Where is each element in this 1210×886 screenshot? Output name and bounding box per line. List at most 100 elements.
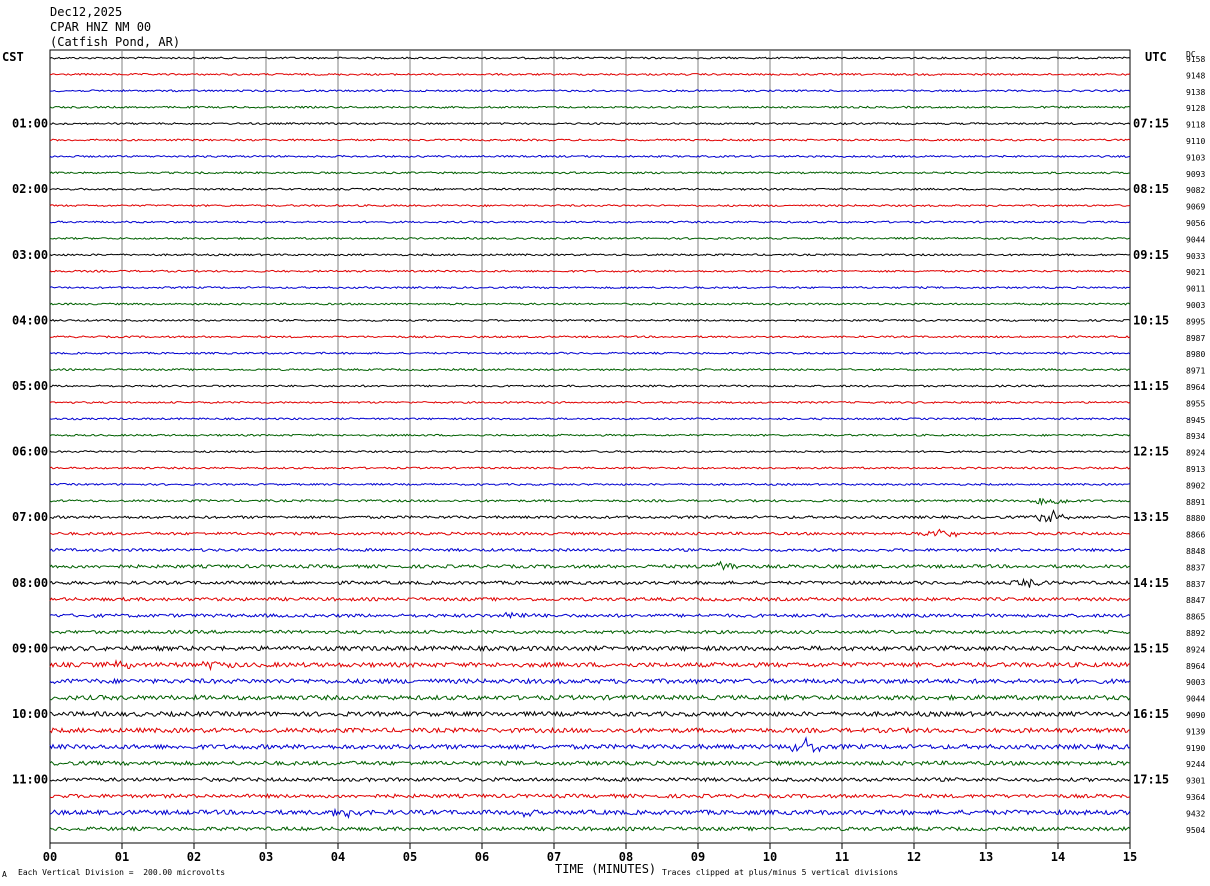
trace-line xyxy=(49,368,1130,372)
dc-offset-label: 8995 xyxy=(1186,317,1205,326)
dc-offset-label: 8865 xyxy=(1186,613,1205,622)
trace-line xyxy=(49,384,1131,388)
dc-offset-label: 8980 xyxy=(1186,350,1205,359)
trace-line xyxy=(49,497,1131,507)
right-time-label: 09:15 xyxy=(1133,248,1169,262)
dc-offset-label: 8955 xyxy=(1186,399,1205,408)
x-tick-label: 12 xyxy=(907,850,921,864)
x-tick-label: 04 xyxy=(331,850,345,864)
trace-line xyxy=(49,105,1131,109)
trace-line xyxy=(49,466,1131,470)
left-time-label: 08:00 xyxy=(12,576,48,590)
dc-offset-label: 8866 xyxy=(1186,531,1205,540)
trace-line xyxy=(49,509,1131,523)
corner-mark: A xyxy=(2,870,7,879)
x-tick-label: 03 xyxy=(259,850,273,864)
right-time-label: 15:15 xyxy=(1133,641,1169,655)
x-tick-label: 02 xyxy=(187,850,201,864)
trace-line xyxy=(49,736,1131,754)
left-timezone-label: CST xyxy=(2,50,24,64)
left-time-label: 07:00 xyxy=(12,510,48,524)
dc-offset-label: 9110 xyxy=(1186,137,1205,146)
x-tick-label: 14 xyxy=(1051,850,1065,864)
left-time-label: 04:00 xyxy=(12,313,48,327)
trace-line xyxy=(49,253,1131,257)
dc-offset-label: 9044 xyxy=(1186,695,1205,704)
dc-offset-label: 9103 xyxy=(1186,153,1205,162)
trace-line xyxy=(49,187,1131,191)
trace-line xyxy=(49,710,1131,718)
left-time-label: 02:00 xyxy=(12,182,48,196)
trace-line xyxy=(49,236,1131,241)
trace-line xyxy=(50,89,1131,93)
x-tick-label: 00 xyxy=(43,850,57,864)
x-tick-label: 11 xyxy=(835,850,849,864)
trace-line xyxy=(49,482,1131,487)
trace-line xyxy=(49,351,1131,355)
dc-offset-label: 8880 xyxy=(1186,514,1205,523)
dc-offset-label: 8902 xyxy=(1186,481,1205,490)
plot-frame xyxy=(49,49,1131,844)
dc-offset-label: 9056 xyxy=(1186,219,1205,228)
trace-line xyxy=(49,560,1131,571)
trace-line xyxy=(49,122,1131,126)
trace-line xyxy=(49,596,1131,602)
scale-note: Each Vertical Division = 200.00 microvol… xyxy=(18,868,226,877)
trace-line xyxy=(49,611,1131,620)
right-time-label: 17:15 xyxy=(1133,773,1169,787)
trace-line xyxy=(49,220,1131,224)
x-tick-label: 05 xyxy=(403,850,417,864)
dc-offset-label: 9139 xyxy=(1186,727,1205,736)
dc-offset-label: 8945 xyxy=(1186,416,1205,425)
trace-line xyxy=(49,269,1131,273)
dc-offset-label: 9033 xyxy=(1186,252,1205,261)
x-tick-label: 10 xyxy=(763,850,777,864)
trace-line xyxy=(49,629,1131,635)
dc-offset-label: 8848 xyxy=(1186,547,1205,556)
trace-line xyxy=(49,204,1131,208)
dc-offset-label: 9003 xyxy=(1186,678,1205,687)
dc-offset-label: 9021 xyxy=(1186,268,1205,277)
right-time-label: 11:15 xyxy=(1133,379,1169,393)
left-time-label: 01:00 xyxy=(12,117,48,131)
trace-line xyxy=(49,56,1131,60)
x-axis-title: TIME (MINUTES) xyxy=(555,862,657,876)
station-location: (Catfish Pond, AR) xyxy=(50,35,181,49)
dc-offset-label: 9364 xyxy=(1186,793,1205,802)
x-tick-label: 09 xyxy=(691,850,705,864)
left-time-label: 03:00 xyxy=(12,248,48,262)
trace-line xyxy=(49,138,1131,142)
dc-offset-label: 8913 xyxy=(1186,465,1205,474)
right-time-label: 13:15 xyxy=(1133,510,1169,524)
dc-offset-label: 8892 xyxy=(1186,629,1205,638)
clip-note: Traces clipped at plus/minus 5 vertical … xyxy=(662,868,899,877)
trace-line xyxy=(49,335,1131,339)
dc-offset-label: 9128 xyxy=(1186,104,1205,113)
trace-line xyxy=(49,693,1131,702)
station-code: CPAR HNZ NM 00 xyxy=(50,20,152,34)
dc-offset-label: 8971 xyxy=(1186,367,1205,376)
trace-line xyxy=(49,302,1131,306)
trace-line xyxy=(49,759,1131,767)
dc-offset-label: 8964 xyxy=(1186,383,1205,392)
trace-line xyxy=(49,793,1131,800)
dc-offset-label: 9082 xyxy=(1186,186,1205,195)
dc-offset-label: 9118 xyxy=(1186,121,1205,130)
trace-line xyxy=(49,528,1131,538)
x-tick-label: 07 xyxy=(547,850,561,864)
x-tick-label: 08 xyxy=(619,850,633,864)
right-timezone-label: UTC xyxy=(1145,50,1167,64)
right-time-label: 07:15 xyxy=(1133,117,1169,131)
right-time-label: 08:15 xyxy=(1133,182,1169,196)
trace-line xyxy=(49,72,1131,77)
right-time-label: 14:15 xyxy=(1133,576,1169,590)
x-tick-label: 13 xyxy=(979,850,993,864)
dc-offset-label: 9190 xyxy=(1186,744,1205,753)
dc-offset-label: 9138 xyxy=(1186,88,1205,97)
dc-offset-label: 9244 xyxy=(1186,760,1205,769)
dc-offset-label: 8847 xyxy=(1186,596,1205,605)
trace-line xyxy=(49,417,1131,421)
trace-line xyxy=(49,577,1131,588)
trace-line xyxy=(49,400,1131,404)
